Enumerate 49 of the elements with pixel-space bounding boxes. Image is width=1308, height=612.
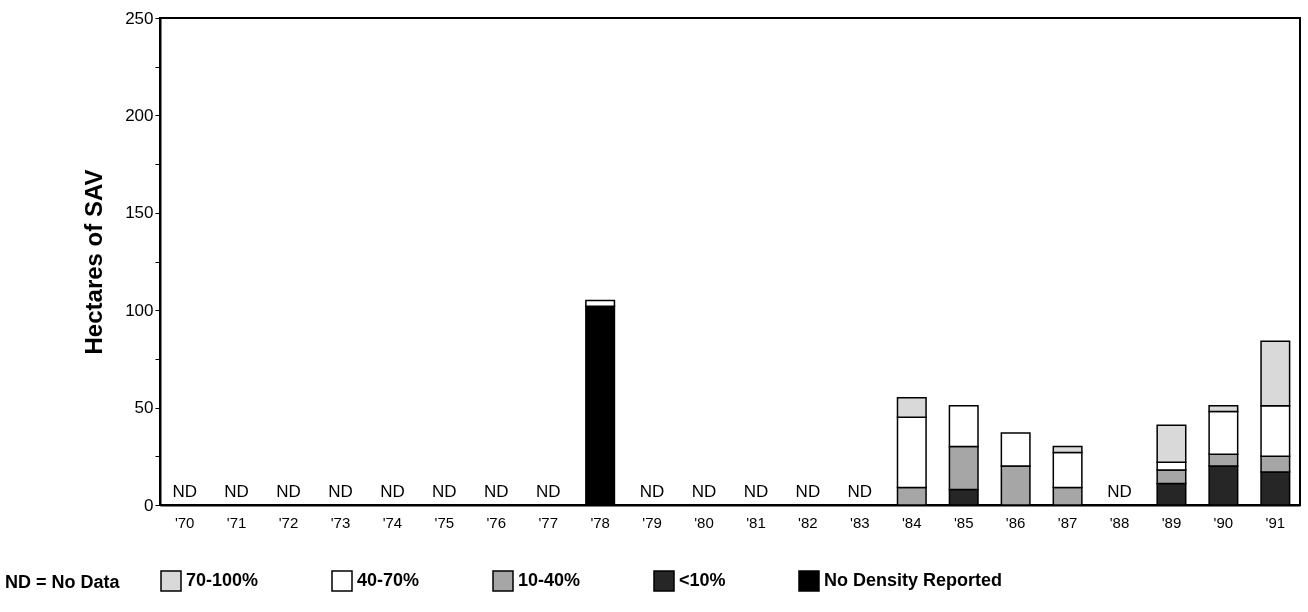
x-tick-label: '70 xyxy=(174,513,195,531)
x-tick-label: '73 xyxy=(330,513,351,531)
annotation: ND xyxy=(380,482,405,501)
annotation: ND xyxy=(1107,482,1132,501)
x-tick-label: '88 xyxy=(1109,513,1130,531)
annotation: ND xyxy=(639,482,665,501)
annotation: ND xyxy=(847,482,873,501)
x-tick-label: '85 xyxy=(953,513,974,531)
x-tick-label: '72 xyxy=(278,513,299,531)
x-tick-label: '87 xyxy=(1057,513,1078,531)
annotation: ND xyxy=(795,482,821,501)
annotation: ND xyxy=(432,482,457,501)
text: ND = No Data xyxy=(5,572,121,592)
y-tick-label: 150 xyxy=(125,203,154,223)
annotation: ND xyxy=(276,482,301,501)
x-tick-label: '90 xyxy=(1213,513,1234,531)
x-tick-label: '79 xyxy=(642,513,662,531)
annotation: ND xyxy=(691,482,717,501)
x-tick-label: '91 xyxy=(1265,513,1286,531)
x-tick-label: '86 xyxy=(1005,513,1026,531)
annotation: ND xyxy=(535,482,561,501)
y-tick-label: 50 xyxy=(134,398,154,418)
y-tick-label: 200 xyxy=(125,105,154,125)
x-tick-label: '80 xyxy=(694,513,714,531)
x-tick-label: '82 xyxy=(798,513,818,531)
annotation: ND xyxy=(743,482,769,501)
x-tick-label: '89 xyxy=(1161,513,1182,531)
annotation: ND xyxy=(172,482,197,501)
x-tick-label: '76 xyxy=(486,513,507,531)
legend-label: <10% xyxy=(679,570,726,590)
x-tick-label: '74 xyxy=(382,513,403,531)
legend-label: No Density Reported xyxy=(824,570,1003,590)
y-tick-label: 0 xyxy=(144,495,154,515)
annotation: ND xyxy=(224,482,249,501)
x-tick-label: '77 xyxy=(538,513,558,531)
x-tick-label: '81 xyxy=(746,513,766,531)
annotation: ND xyxy=(328,482,353,501)
y-tick-label: 250 xyxy=(125,8,154,28)
legend-label: 40-70% xyxy=(357,570,420,590)
annotation: ND xyxy=(484,482,509,501)
x-tick-label: '83 xyxy=(850,513,870,531)
y-axis-title: Hectares of SAV xyxy=(80,169,108,355)
y-tick-label: 100 xyxy=(125,300,154,320)
x-tick-label: '75 xyxy=(434,513,455,531)
x-tick-label: '78 xyxy=(590,513,610,531)
x-tick-label: '71 xyxy=(226,513,247,531)
x-tick-label: '84 xyxy=(902,513,922,531)
legend-label: 10-40% xyxy=(518,570,581,590)
legend-label: 70-100% xyxy=(186,570,259,590)
